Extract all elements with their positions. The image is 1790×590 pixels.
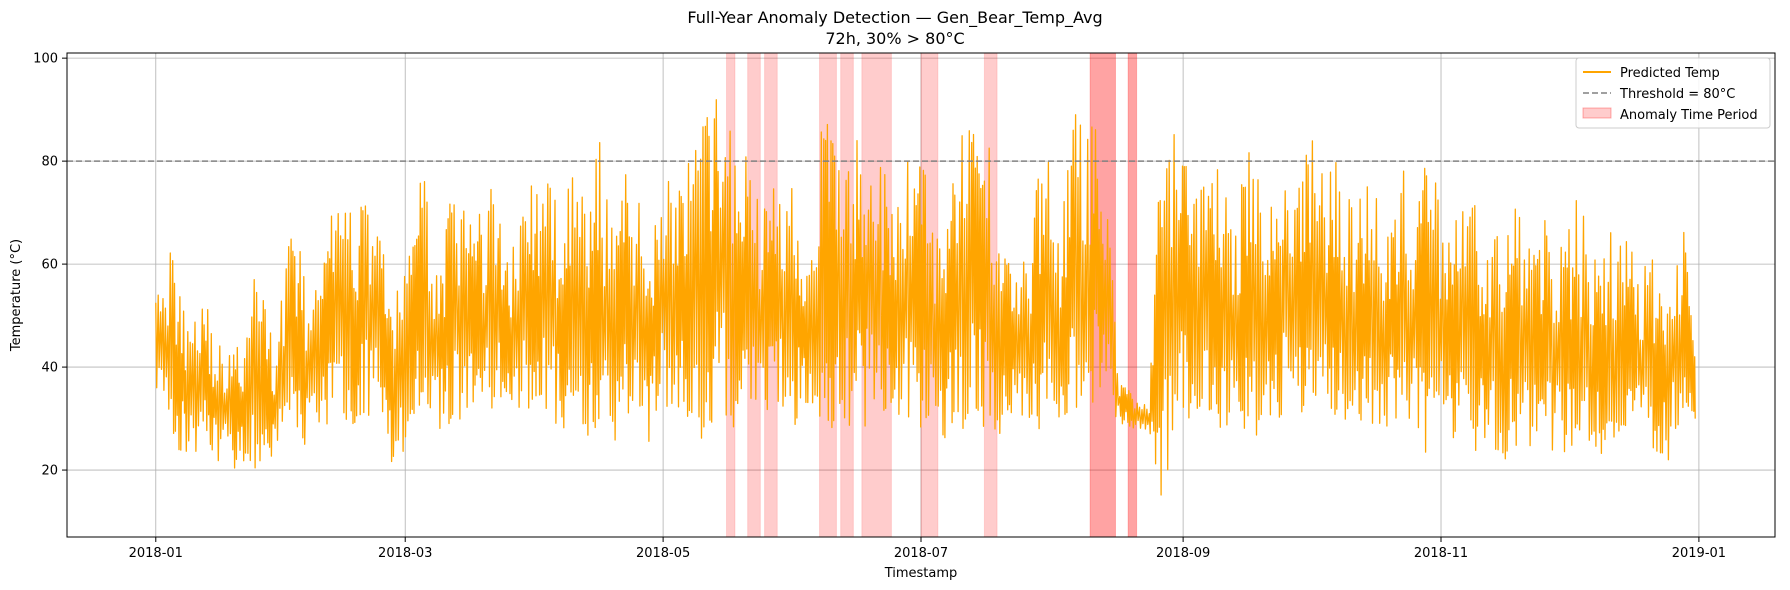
axes: 2018-01 2018-03 2018-05 2018-07 2018-09 2018-…: [33, 52, 1726, 561]
y-tick-label: 40: [41, 361, 58, 376]
x-axis-label: Timestamp: [884, 566, 958, 581]
series-line-predicted-temp: [155, 99, 1696, 496]
x-tick-label: 2018-01: [129, 546, 183, 561]
y-tick-label: 100: [33, 52, 58, 67]
chart-title: Full-Year Anomaly Detection — Gen_Bear_T…: [687, 8, 1102, 28]
series-layer: [155, 99, 1696, 496]
x-tick-label: 2018-11: [1414, 546, 1468, 561]
legend-anomaly-label: Anomaly Time Period: [1620, 108, 1758, 123]
x-tick-label: 2018-05: [636, 546, 690, 561]
legend-box: [1575, 57, 1771, 129]
y-tick-label: 60: [41, 258, 58, 273]
legend: Predicted Temp Threshold = 80°C Anomaly …: [1575, 57, 1771, 129]
x-tick-label: 2019-01: [1672, 546, 1726, 561]
legend-series-label: Predicted Temp: [1620, 66, 1720, 81]
x-tick-label: 2018-07: [894, 546, 948, 561]
legend-anomaly-swatch: [1582, 107, 1612, 119]
x-tick-label: 2018-03: [378, 546, 432, 561]
legend-threshold-label: Threshold = 80°C: [1619, 87, 1735, 102]
y-tick-label: 80: [41, 155, 58, 170]
chart-subtitle: 72h, 30% > 80°C: [825, 29, 964, 48]
anomaly-period: [1127, 52, 1138, 538]
y-axis-label: Temperature (°C): [9, 239, 24, 352]
x-tick-label: 2018-09: [1156, 546, 1210, 561]
y-tick-label: 20: [41, 464, 58, 479]
